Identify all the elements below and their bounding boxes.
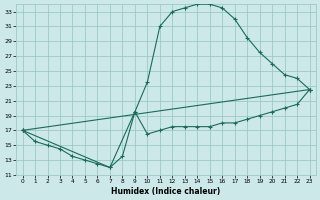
- X-axis label: Humidex (Indice chaleur): Humidex (Indice chaleur): [111, 187, 221, 196]
